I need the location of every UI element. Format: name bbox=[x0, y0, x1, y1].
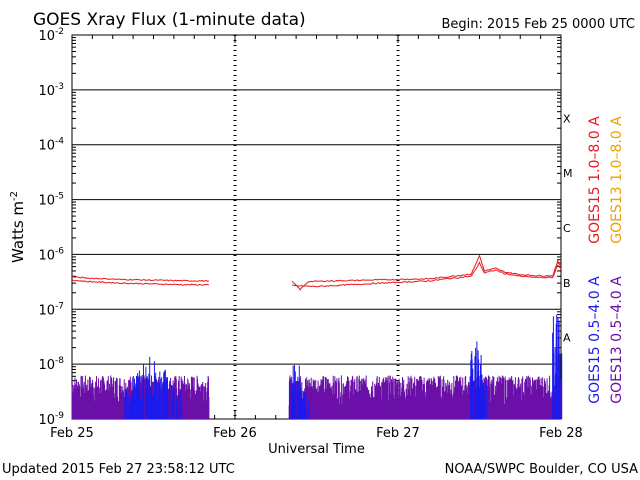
x-tick-label: Feb 28 bbox=[539, 426, 583, 441]
begin-label: Begin: 2015 Feb 25 0000 UTC bbox=[441, 17, 635, 32]
series-goes15-short-burst bbox=[157, 369, 166, 419]
flare-class-label: M bbox=[563, 167, 573, 180]
series-goes13-long bbox=[71, 279, 210, 286]
y-tick-label: 10-7 bbox=[38, 301, 64, 318]
series-goes15-short-burst bbox=[165, 377, 174, 419]
x-tick-label: Feb 25 bbox=[50, 426, 94, 441]
y-tick-label: 10-8 bbox=[38, 356, 64, 373]
plot-area bbox=[71, 34, 563, 420]
legend-entry: GOES13 0.5–4.0 A bbox=[609, 276, 625, 404]
x-tick-label: Feb 26 bbox=[213, 426, 257, 441]
footer-updated: Updated 2015 Feb 27 23:58:12 UTC bbox=[2, 462, 235, 477]
series-goes15-short-burst bbox=[554, 348, 563, 419]
series-goes15-short-burst bbox=[124, 388, 134, 419]
y-tick-label: 10-2 bbox=[38, 27, 64, 44]
flare-class-label: X bbox=[563, 112, 571, 125]
x-tick-label: Feb 27 bbox=[376, 426, 420, 441]
y-tick-label: 10-9 bbox=[38, 411, 64, 428]
y-tick-label: 10-4 bbox=[38, 137, 64, 154]
plot-frame bbox=[71, 34, 562, 420]
y-tick-label: 10-5 bbox=[38, 192, 64, 209]
footer-credit: NOAA/SWPC Boulder, CO USA bbox=[445, 462, 638, 477]
flare-class-label: A bbox=[563, 332, 571, 345]
series-goes15-long bbox=[71, 276, 210, 282]
y-tick-label: 10-3 bbox=[38, 82, 64, 99]
series-goes15-short-burst bbox=[149, 356, 158, 419]
series-goes15-short-burst bbox=[173, 389, 183, 419]
series-goes15-long bbox=[291, 254, 562, 291]
x-axis-title: Universal Time bbox=[268, 442, 365, 457]
series-goes15-short-burst bbox=[479, 381, 488, 419]
series-goes15-short-burst bbox=[132, 370, 142, 419]
flare-class-label: C bbox=[563, 222, 571, 235]
y-axis-title: Watts m-2 bbox=[9, 191, 27, 263]
chart-title: GOES Xray Flux (1-minute data) bbox=[33, 10, 306, 30]
legend-entry: GOES15 1.0–8.0 A bbox=[587, 116, 603, 244]
series-goes15-short-burst bbox=[296, 376, 304, 419]
y-tick-label: 10-6 bbox=[38, 246, 64, 263]
series-goes15-short-burst bbox=[302, 393, 310, 419]
legend-entry: GOES13 1.0–8.0 A bbox=[609, 116, 625, 244]
legend-entry: GOES15 0.5–4.0 A bbox=[587, 276, 603, 404]
flare-class-label: B bbox=[563, 277, 571, 290]
series-goes13-long bbox=[292, 261, 562, 288]
